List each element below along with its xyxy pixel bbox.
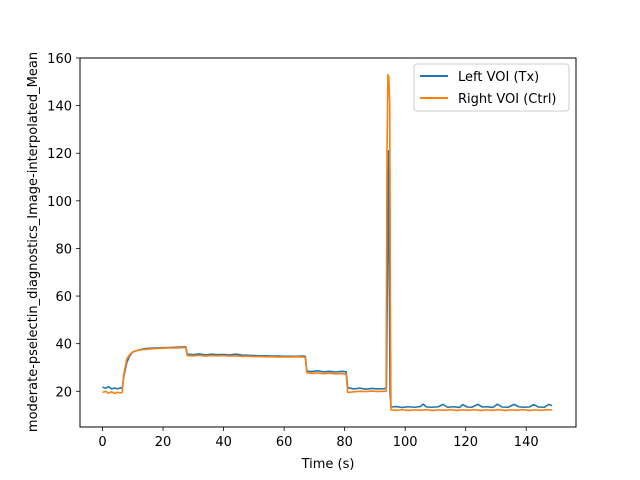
x-axis-label: Time (s) — [301, 457, 355, 472]
legend-label-right-voi: Right VOI (Ctrl) — [458, 92, 557, 107]
y-tick-label: 80 — [55, 242, 72, 257]
x-tick-label: 60 — [276, 435, 293, 450]
series-layer — [102, 73, 553, 412]
y-axis-label: moderate-pselectin_diagnostics_Image-int… — [26, 52, 41, 432]
y-tick-label: 60 — [55, 290, 72, 305]
x-tick-label: 0 — [98, 435, 106, 450]
x-tick-label: 140 — [514, 435, 539, 450]
legend-box — [413, 63, 570, 112]
legend-label-left-voi: Left VOI (Tx) — [458, 70, 539, 85]
axes-layer: 0 20 40 60 80 100 120 140 20 40 60 80 100 120 140 160 — [47, 52, 538, 450]
x-tick-label: 120 — [453, 435, 478, 450]
y-tick-label: 120 — [47, 147, 72, 162]
x-tick-label: 20 — [155, 435, 172, 450]
y-tick-label: 140 — [47, 100, 72, 115]
x-tick-label: 100 — [393, 435, 418, 450]
series-line-1 — [102, 73, 553, 412]
y-tick-label: 40 — [55, 338, 72, 353]
x-tick-label: 80 — [336, 435, 353, 450]
x-tick-label: 40 — [215, 435, 232, 450]
y-tick-label: 100 — [47, 195, 72, 210]
y-tick-label: 20 — [55, 385, 72, 400]
y-tick-label: 160 — [47, 52, 72, 67]
plot-frame — [79, 57, 577, 428]
legend: Left VOI (Tx) Right VOI (Ctrl) — [413, 63, 570, 112]
